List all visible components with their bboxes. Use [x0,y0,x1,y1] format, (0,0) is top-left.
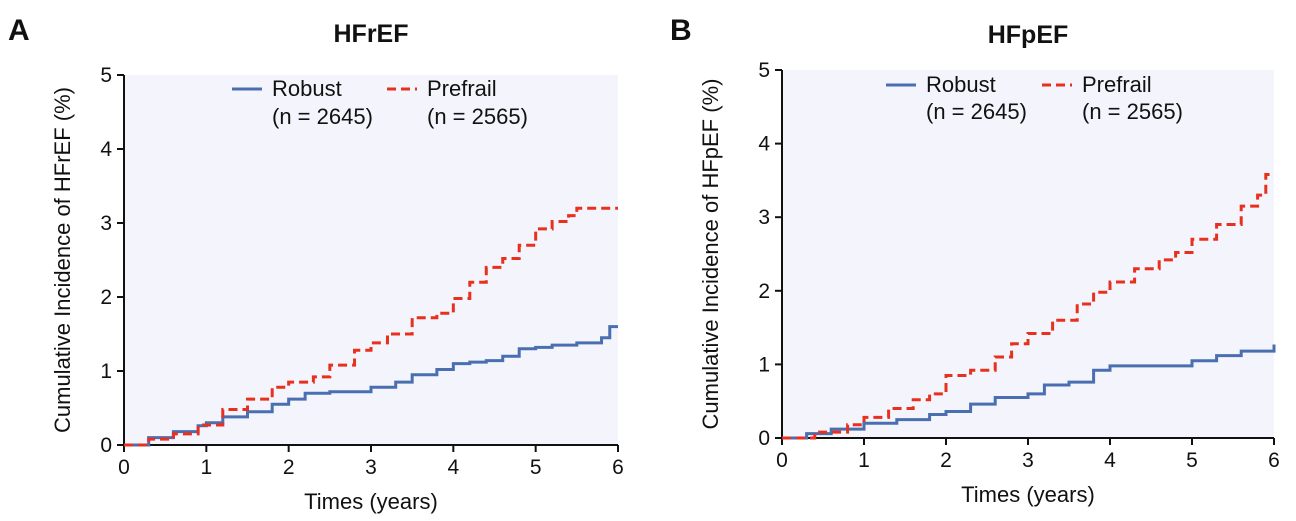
y-tick-label: 5 [758,59,770,82]
y-tick-label: 1 [758,353,770,376]
x-tick-label: 1 [200,456,212,479]
legend-sublabel: (n = 2645) [926,99,1027,124]
x-tick-label: 5 [530,456,542,479]
y-axis-label: Cumulative Incidence of HFpEF (%) [698,79,723,430]
legend-sublabel: (n = 2645) [272,104,373,129]
series-line-robust [782,344,1276,440]
panel-letter: B [670,14,692,47]
panel-a: A HFrEF 0 1 2 3 4 5 6 0 1 2 3 4 5 Times (years) Cumulati… [8,14,624,514]
y-tick-label: 5 [100,64,112,87]
y-tick-label: 1 [100,360,112,383]
x-axis-label: Times (years) [304,489,438,514]
panel-b: B HFpEF 0 1 2 3 4 5 6 0 1 2 3 4 5 Times (years) Cumulati… [648,0,1296,521]
y-tick-label: 4 [100,138,112,161]
legend-sublabel: (n = 2565) [1082,99,1183,124]
chart-hfpef: B HFpEF 0 1 2 3 4 5 6 0 1 2 3 4 5 Times (years) Cumulati… [670,14,1280,507]
series-line-prefrail [124,206,618,447]
legend-label: Robust [272,76,342,101]
series-line-robust [124,325,618,447]
legend-sublabel: (n = 2565) [427,104,528,129]
chart-title: HFrEF [334,20,409,48]
y-tick-label: 3 [100,212,112,235]
x-tick-label: 2 [283,456,295,479]
y-tick-label: 3 [758,206,770,229]
panel-letter: A [8,14,30,47]
plot-area [782,70,1274,438]
x-tick-label: 2 [940,449,952,472]
x-tick-label: 0 [776,449,788,472]
y-tick-label: 2 [100,286,112,309]
chart-title: HFpEF [988,21,1069,49]
x-tick-label: 3 [365,456,377,479]
x-tick-label: 4 [447,456,459,479]
x-tick-label: 6 [1268,449,1280,472]
y-tick-label: 4 [758,133,770,156]
legend-label: Prefrail [427,76,497,101]
plot-area [124,75,618,445]
y-tick-label: 0 [758,427,770,450]
series-line-prefrail [782,173,1274,440]
x-tick-label: 1 [858,449,870,472]
y-tick-label: 0 [100,434,112,457]
x-tick-label: 3 [1022,449,1034,472]
chart-hfref: A HFrEF 0 1 2 3 4 5 6 0 1 2 3 4 5 Times (years) Cumulati… [8,14,624,514]
y-tick-label: 2 [758,280,770,303]
legend-label: Robust [926,72,996,97]
x-tick-label: 6 [612,456,624,479]
x-axis-label: Times (years) [961,482,1095,507]
x-tick-label: 4 [1104,449,1116,472]
y-axis-label: Cumulative Incidence of HFrEF (%) [50,87,75,433]
x-tick-label: 0 [118,456,130,479]
x-tick-label: 5 [1186,449,1198,472]
legend-label: Prefrail [1082,72,1152,97]
